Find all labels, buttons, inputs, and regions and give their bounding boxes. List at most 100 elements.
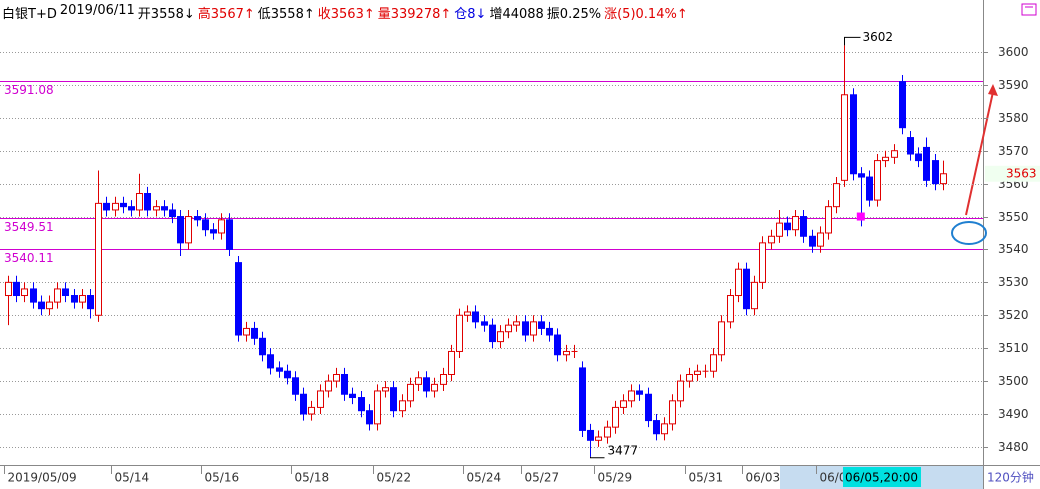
- candle-body: [661, 423, 668, 435]
- candle-body: [30, 288, 37, 303]
- candle-body: [226, 219, 233, 250]
- candle-body: [817, 232, 824, 247]
- candle-body: [423, 377, 430, 392]
- candle-body: [194, 216, 201, 221]
- plot-area: [0, 0, 983, 465]
- candle-body: [915, 153, 922, 162]
- x-tick-label: 05/24: [467, 471, 502, 485]
- candle-body: [308, 406, 315, 415]
- candle-body: [743, 268, 750, 310]
- candle-body: [694, 370, 701, 376]
- candle-body: [858, 173, 865, 178]
- annotation-arrow: [965, 91, 994, 216]
- x-tick-label: 05/29: [598, 471, 633, 485]
- panel-icon: [1021, 3, 1037, 16]
- signal-marker: [856, 212, 865, 221]
- candle-body: [390, 387, 397, 412]
- candle-body: [374, 390, 381, 425]
- candle-body: [407, 383, 414, 402]
- x-tick-label: 05/18: [295, 471, 330, 485]
- y-tick-label: 3480: [998, 440, 1029, 454]
- candle-body: [727, 295, 734, 323]
- last-price-box: [985, 165, 1040, 182]
- candle-body: [932, 160, 939, 185]
- candle-body: [71, 295, 78, 303]
- candle-body: [825, 206, 832, 234]
- x-tick-label: 05/16: [205, 471, 240, 485]
- candle-body: [628, 390, 635, 402]
- header-item: 量339278↑: [377, 7, 452, 22]
- period-label: 120分钟: [987, 470, 1034, 485]
- candle-body: [841, 94, 848, 181]
- candle-body: [300, 393, 307, 415]
- header-item: 振0.25%: [546, 7, 602, 22]
- candle-body: [530, 321, 537, 336]
- candle-body: [768, 235, 775, 244]
- candle-body: [907, 137, 914, 155]
- candle-body: [136, 193, 143, 211]
- candle-body: [505, 324, 512, 333]
- candle-body: [46, 301, 53, 310]
- header-item: 增44088: [489, 7, 544, 22]
- candle-body: [54, 288, 61, 303]
- candle-body: [677, 380, 684, 402]
- candle-body: [202, 219, 209, 231]
- candle-body: [317, 390, 324, 408]
- cursor-label-box: [843, 467, 921, 487]
- candle-body: [267, 354, 274, 369]
- candle-body: [497, 331, 504, 343]
- candle-body: [669, 400, 676, 425]
- candle-body: [710, 354, 717, 372]
- candle-body: [120, 202, 127, 208]
- candle-body: [5, 281, 12, 297]
- annotation-arrow-head: [988, 84, 998, 96]
- candle-body: [751, 281, 758, 310]
- candle-body: [513, 321, 520, 326]
- extreme-leader: [844, 36, 861, 46]
- y-tick-label: 3510: [998, 341, 1029, 355]
- candle-body: [333, 374, 340, 382]
- candle-body: [800, 216, 807, 237]
- candle-body: [645, 393, 652, 422]
- candle-body: [79, 295, 86, 303]
- candle-body: [538, 321, 545, 329]
- candle-body: [38, 301, 45, 310]
- header-item: 仓8↓: [454, 7, 487, 22]
- candle-body: [112, 202, 119, 211]
- y-tick-label: 3590: [998, 78, 1029, 92]
- cursor-label: 06/05,20:00: [845, 471, 918, 485]
- candle-body: [448, 350, 455, 376]
- candle-body: [759, 242, 766, 283]
- candle-body: [792, 216, 799, 231]
- last-price: 3563: [1006, 166, 1037, 180]
- header-item: 低3558↑: [257, 7, 315, 22]
- candle-body: [415, 377, 422, 385]
- header: 白银T+D 2019/06/11 开3558↓ 高3567↑ 低3558↑ 收3563↑ 量…: [2, 3, 691, 22]
- candle-body: [169, 209, 176, 218]
- candle-body: [235, 262, 242, 336]
- candle-body: [718, 321, 725, 356]
- header-item: 白银T+D: [2, 7, 57, 22]
- candle-body: [87, 295, 94, 310]
- header-item: 收3563↑: [317, 7, 375, 22]
- candle-body: [218, 219, 225, 234]
- candle-body: [153, 206, 160, 211]
- candle-body: [161, 206, 168, 211]
- marks: 3480349035003510352035303540355035603570…: [0, 30, 1040, 487]
- candle-body: [620, 400, 627, 408]
- x-tick-label: 05/14: [115, 471, 150, 485]
- candle-body: [382, 387, 389, 392]
- candle-body: [440, 374, 447, 385]
- candle-body: [276, 367, 283, 372]
- candle-body: [366, 410, 373, 425]
- candle-body: [177, 216, 184, 244]
- candle-body: [784, 222, 791, 231]
- candle-body: [292, 377, 299, 395]
- y-tick-label: 3520: [998, 308, 1029, 322]
- x-tick-label: 2019/05/09: [8, 471, 77, 485]
- candle-body: [882, 156, 889, 162]
- candle-body: [612, 406, 619, 428]
- extreme-leader: [590, 456, 605, 459]
